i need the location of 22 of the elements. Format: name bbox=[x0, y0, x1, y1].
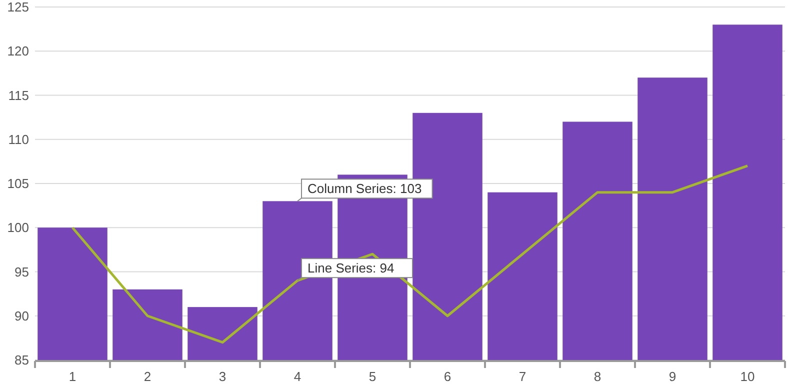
x-tick-label: 5 bbox=[368, 369, 376, 384]
x-tick-label: 1 bbox=[68, 369, 76, 384]
x-tick-label: 9 bbox=[668, 369, 676, 384]
x-tick-label: 4 bbox=[294, 369, 302, 384]
y-tick-label: 125 bbox=[7, 0, 29, 15]
y-tick-label: 95 bbox=[14, 264, 29, 280]
y-tick-label: 110 bbox=[8, 132, 29, 147]
annotation: Line Series: 94 bbox=[308, 260, 394, 276]
y-tick-label: 120 bbox=[7, 44, 29, 59]
x-tick-label: 2 bbox=[144, 369, 152, 384]
y-tick-label: 85 bbox=[14, 352, 29, 368]
x-tick-label: 8 bbox=[594, 369, 602, 384]
annotation: Column Series: 103 bbox=[308, 181, 422, 196]
x-tick-label: 10 bbox=[740, 369, 755, 384]
y-tick-label: 100 bbox=[7, 220, 29, 236]
y-tick-label: 115 bbox=[8, 88, 29, 103]
line-series bbox=[71, 164, 749, 344]
y-tick-label: 90 bbox=[14, 308, 29, 324]
x-tick-label: 7 bbox=[518, 369, 526, 384]
x-tick-label: 3 bbox=[218, 369, 226, 384]
y-tick-label: 105 bbox=[7, 176, 29, 192]
x-tick-label: 6 bbox=[444, 369, 452, 384]
